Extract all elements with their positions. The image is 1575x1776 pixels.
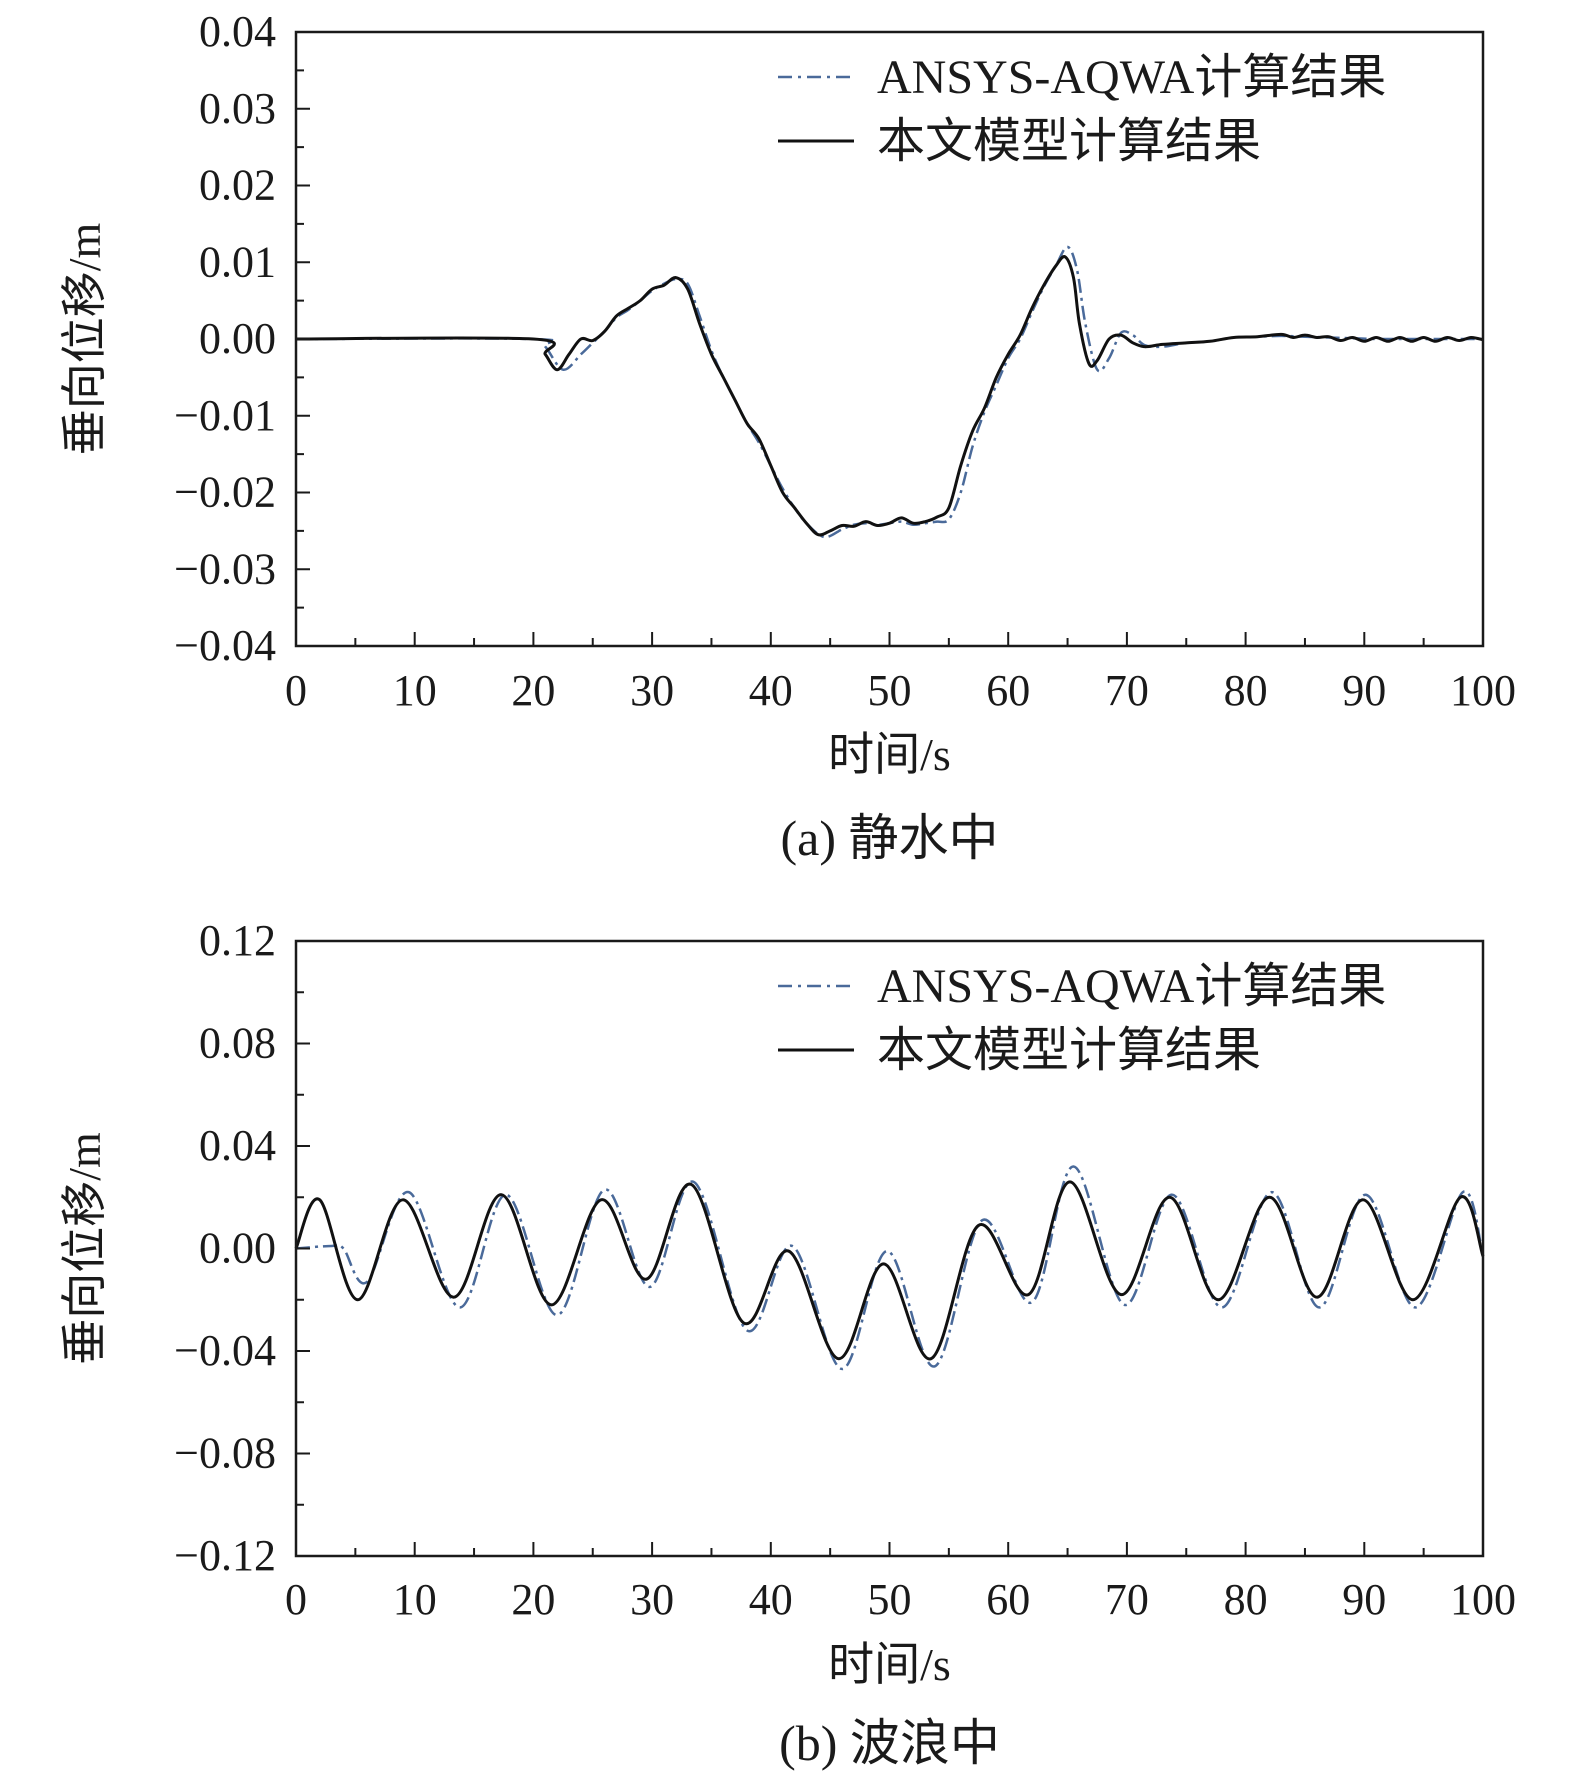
chart-panel-0: 0 10 20 30 40 50 60 70 80 90 100 0.04 0.03 0.02 0.01 0.… bbox=[59, 7, 1516, 866]
x-tick-label: 60 bbox=[986, 1575, 1030, 1624]
y-tick-label: 0.01 bbox=[199, 237, 276, 286]
y-tick-label: 0.00 bbox=[199, 314, 276, 363]
x-tick-label: 20 bbox=[511, 666, 555, 715]
series-line-1 bbox=[294, 1180, 1485, 1361]
x-tick-label: 50 bbox=[868, 1575, 912, 1624]
y-axis-label: 垂向位移/m bbox=[59, 223, 110, 456]
x-tick-label: 70 bbox=[1105, 666, 1149, 715]
y-tick-label: −0.04 bbox=[174, 1326, 276, 1375]
x-tick-label: 10 bbox=[393, 1575, 437, 1624]
y-tick-label: 0.02 bbox=[199, 161, 276, 210]
x-tick-label: 90 bbox=[1342, 1575, 1386, 1624]
y-axis-label: 垂向位移/m bbox=[59, 1132, 110, 1365]
y-tick-label: 0.12 bbox=[199, 916, 276, 965]
y-tick-label: −0.03 bbox=[174, 544, 276, 593]
y-tick-label: −0.02 bbox=[174, 468, 276, 517]
legend-label-1: 本文模型计算结果 bbox=[877, 1024, 1261, 1077]
chart-panel-1: 0 10 20 30 40 50 60 70 80 90 100 0.12 0.08 0.04 0.00 −0… bbox=[59, 916, 1516, 1771]
x-tick-label: 100 bbox=[1450, 1575, 1516, 1624]
x-tick-label: 20 bbox=[511, 1575, 555, 1624]
y-tick-label: 0.04 bbox=[199, 7, 276, 56]
x-tick-label: 30 bbox=[630, 666, 674, 715]
legend-label-1: 本文模型计算结果 bbox=[877, 115, 1261, 168]
chart-caption: (a) 静水中 bbox=[781, 810, 999, 866]
series-line-0 bbox=[295, 1165, 1485, 1371]
x-tick-label: 100 bbox=[1450, 666, 1516, 715]
x-tick-label: 0 bbox=[285, 1575, 307, 1624]
y-tick-label: −0.12 bbox=[174, 1531, 276, 1580]
x-tick-label: 90 bbox=[1342, 666, 1386, 715]
y-tick-label: −0.08 bbox=[174, 1429, 276, 1478]
y-tick-label: 0.04 bbox=[199, 1121, 276, 1170]
y-tick-label: −0.01 bbox=[174, 391, 276, 440]
y-tick-label: 0.00 bbox=[199, 1224, 276, 1273]
x-tick-label: 0 bbox=[285, 666, 307, 715]
x-tick-label: 50 bbox=[868, 666, 912, 715]
x-tick-label: 40 bbox=[749, 666, 793, 715]
series-line-1 bbox=[295, 255, 1484, 537]
legend-label-0: ANSYS-AQWA计算结果 bbox=[877, 51, 1386, 104]
series-line-0 bbox=[295, 245, 1483, 539]
x-tick-label: 10 bbox=[393, 666, 437, 715]
x-tick-label: 40 bbox=[749, 1575, 793, 1624]
x-tick-label: 60 bbox=[986, 666, 1030, 715]
x-tick-label: 70 bbox=[1105, 1575, 1149, 1624]
y-tick-label: 0.03 bbox=[199, 84, 276, 133]
x-tick-label: 80 bbox=[1224, 1575, 1268, 1624]
legend-label-0: ANSYS-AQWA计算结果 bbox=[877, 960, 1386, 1013]
x-axis-label: 时间/s bbox=[828, 729, 951, 780]
x-tick-label: 80 bbox=[1224, 666, 1268, 715]
y-tick-label: −0.04 bbox=[174, 621, 276, 670]
y-tick-label: 0.08 bbox=[199, 1019, 276, 1068]
chart-caption: (b) 波浪中 bbox=[779, 1715, 1000, 1771]
x-axis-label: 时间/s bbox=[828, 1639, 951, 1690]
x-tick-label: 30 bbox=[630, 1575, 674, 1624]
